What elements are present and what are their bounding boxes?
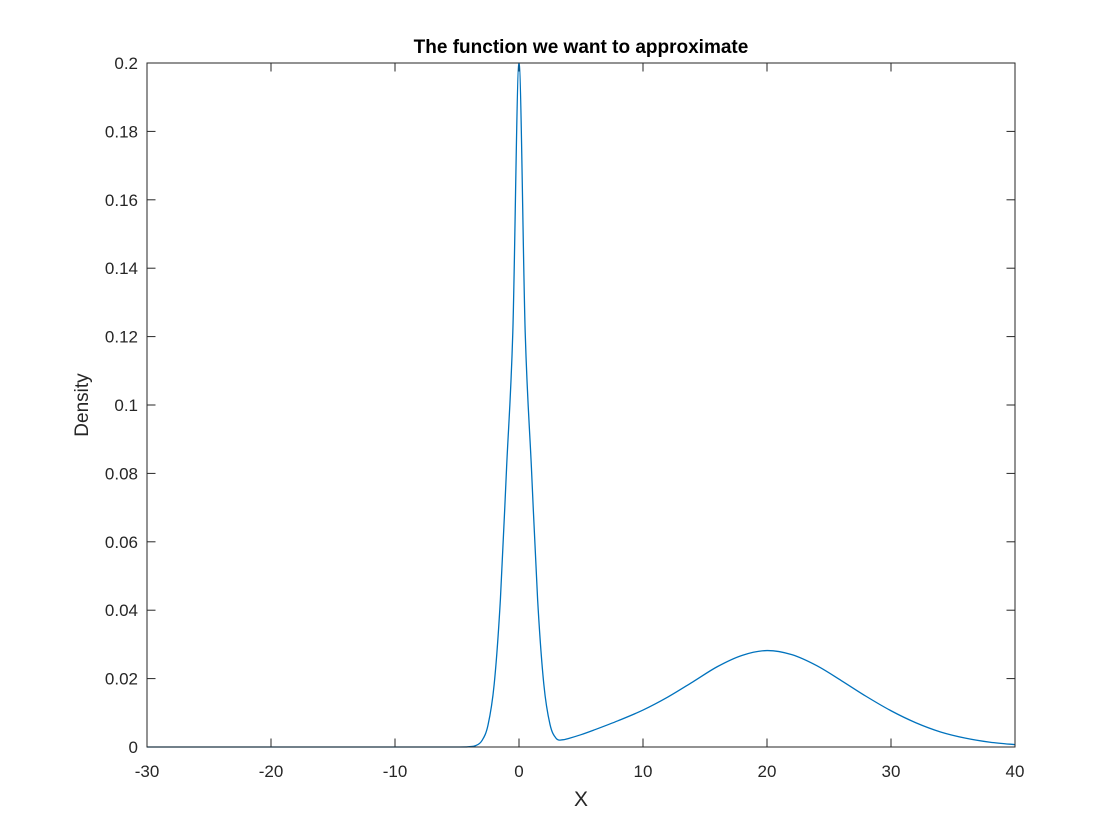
x-axis-label: X [574, 788, 588, 811]
x-tick-label: -10 [383, 762, 408, 781]
axes-box [146, 62, 1016, 748]
x-tick-label: -30 [135, 762, 160, 781]
x-tick-label: 10 [634, 762, 653, 781]
y-tick-label: 0.14 [105, 259, 138, 278]
density-curve [146, 62, 1016, 748]
y-tick-label: 0.04 [105, 601, 138, 620]
chart-title: The function we want to approximate [414, 37, 749, 58]
plot-area [147, 63, 1015, 747]
y-tick-label: 0.06 [105, 533, 138, 552]
y-tick-label: 0.08 [105, 464, 138, 483]
y-tick-label: 0.02 [105, 670, 138, 689]
y-tick-label: 0.1 [114, 396, 138, 415]
y-tick-label: 0.12 [105, 328, 138, 347]
x-tick-label: 0 [514, 762, 523, 781]
x-tick-label: 20 [758, 762, 777, 781]
y-axis-label: Density [72, 373, 93, 437]
tick-labels: -30 -20 -10 0 10 20 30 40 0 0.02 0.04 0.06 0.08 0.1 0.… [105, 54, 1025, 781]
y-tick-label: 0 [129, 738, 138, 757]
y-tick-label: 0.2 [114, 54, 138, 73]
x-tick-label: 30 [882, 762, 901, 781]
x-tick-label: -20 [259, 762, 284, 781]
y-tick-label: 0.18 [105, 122, 138, 141]
x-tick-label: 40 [1006, 762, 1025, 781]
y-tick-label: 0.16 [105, 191, 138, 210]
